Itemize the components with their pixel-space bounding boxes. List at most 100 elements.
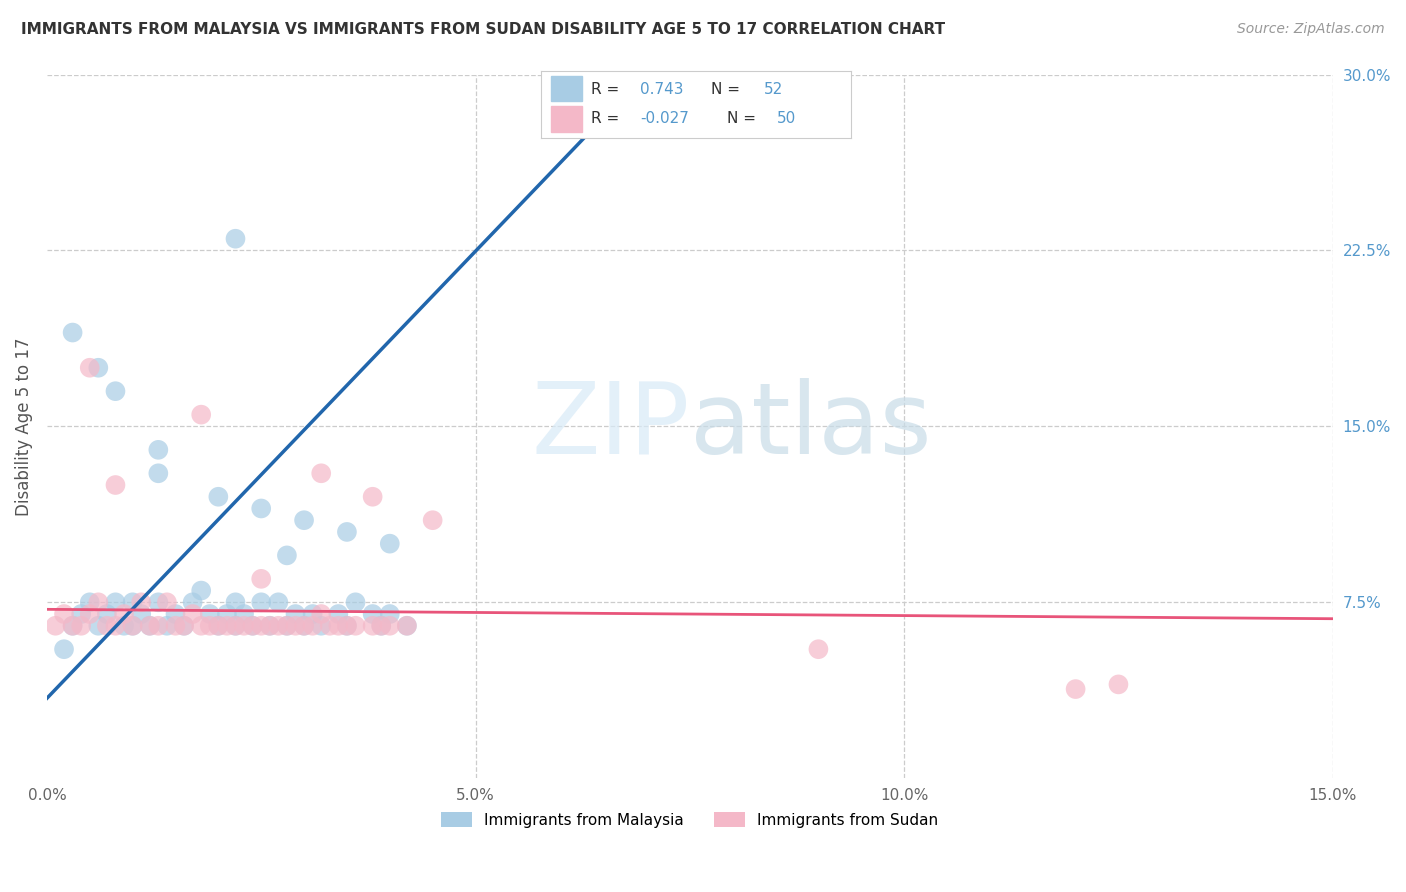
Point <box>104 619 127 633</box>
Point <box>422 513 444 527</box>
Point <box>1064 682 1087 697</box>
Point <box>190 583 212 598</box>
Point <box>284 619 307 633</box>
Point <box>173 619 195 633</box>
Point <box>284 607 307 621</box>
Point <box>242 619 264 633</box>
Point <box>292 513 315 527</box>
Point <box>1107 677 1129 691</box>
Point <box>181 607 204 621</box>
Point <box>224 619 246 633</box>
Point <box>309 607 332 621</box>
Point <box>328 619 350 633</box>
Point <box>190 408 212 422</box>
Point <box>292 619 315 633</box>
Point <box>395 619 418 633</box>
Point <box>276 619 298 633</box>
Point <box>53 642 76 657</box>
Point <box>276 619 298 633</box>
Text: -0.027: -0.027 <box>640 111 689 126</box>
Point <box>276 549 298 563</box>
Point <box>198 607 221 621</box>
Point <box>250 501 273 516</box>
Point <box>165 619 187 633</box>
Point <box>156 619 179 633</box>
Text: IMMIGRANTS FROM MALAYSIA VS IMMIGRANTS FROM SUDAN DISABILITY AGE 5 TO 17 CORRELA: IMMIGRANTS FROM MALAYSIA VS IMMIGRANTS F… <box>21 22 945 37</box>
Point <box>87 360 110 375</box>
Point <box>148 619 170 633</box>
Point <box>190 619 212 633</box>
Text: Source: ZipAtlas.com: Source: ZipAtlas.com <box>1237 22 1385 37</box>
Point <box>139 619 162 633</box>
Point <box>378 607 401 621</box>
Text: 0.743: 0.743 <box>640 81 683 96</box>
Point <box>267 619 290 633</box>
Point <box>336 619 359 633</box>
Point <box>378 536 401 550</box>
Point <box>129 607 152 621</box>
Point <box>250 619 273 633</box>
Point <box>62 619 84 633</box>
Point <box>328 607 350 621</box>
Point <box>165 607 187 621</box>
Point <box>309 467 332 481</box>
Point <box>129 595 152 609</box>
Point <box>301 607 323 621</box>
Point <box>70 619 93 633</box>
Point <box>173 619 195 633</box>
Legend: Immigrants from Malaysia, Immigrants from Sudan: Immigrants from Malaysia, Immigrants fro… <box>436 805 945 834</box>
Point <box>361 619 384 633</box>
Text: ZIP: ZIP <box>531 378 690 475</box>
Point <box>233 619 256 633</box>
Point <box>62 619 84 633</box>
Point <box>53 607 76 621</box>
Point <box>395 619 418 633</box>
Point <box>207 490 229 504</box>
Text: N =: N = <box>711 81 741 96</box>
Point <box>319 619 342 633</box>
Text: 50: 50 <box>776 111 796 126</box>
Point <box>181 595 204 609</box>
Point <box>370 619 392 633</box>
Point <box>250 572 273 586</box>
Point <box>156 595 179 609</box>
Point <box>104 384 127 399</box>
Point <box>70 607 93 621</box>
Bar <box>551 106 582 131</box>
Point <box>292 619 315 633</box>
Point <box>112 607 135 621</box>
Point <box>224 619 246 633</box>
Point <box>79 360 101 375</box>
Point <box>96 607 118 621</box>
Point <box>121 595 143 609</box>
Point <box>96 619 118 633</box>
Point <box>301 619 323 633</box>
Point <box>207 619 229 633</box>
Point <box>361 490 384 504</box>
Point <box>79 595 101 609</box>
Point <box>267 595 290 609</box>
Point <box>370 619 392 633</box>
Point <box>336 619 359 633</box>
Point <box>139 619 162 633</box>
Point <box>198 619 221 633</box>
Point <box>62 326 84 340</box>
Point <box>224 595 246 609</box>
Y-axis label: Disability Age 5 to 17: Disability Age 5 to 17 <box>15 337 32 516</box>
Point <box>44 619 66 633</box>
Point <box>378 619 401 633</box>
Point <box>148 442 170 457</box>
Point <box>344 595 367 609</box>
Text: atlas: atlas <box>690 378 931 475</box>
Point <box>344 619 367 633</box>
Point <box>104 478 127 492</box>
Bar <box>551 76 582 102</box>
Point <box>259 619 281 633</box>
Point <box>361 607 384 621</box>
Point <box>242 619 264 633</box>
Point <box>121 619 143 633</box>
Point <box>79 607 101 621</box>
Point <box>250 595 273 609</box>
Point <box>148 595 170 609</box>
Point <box>215 607 238 621</box>
